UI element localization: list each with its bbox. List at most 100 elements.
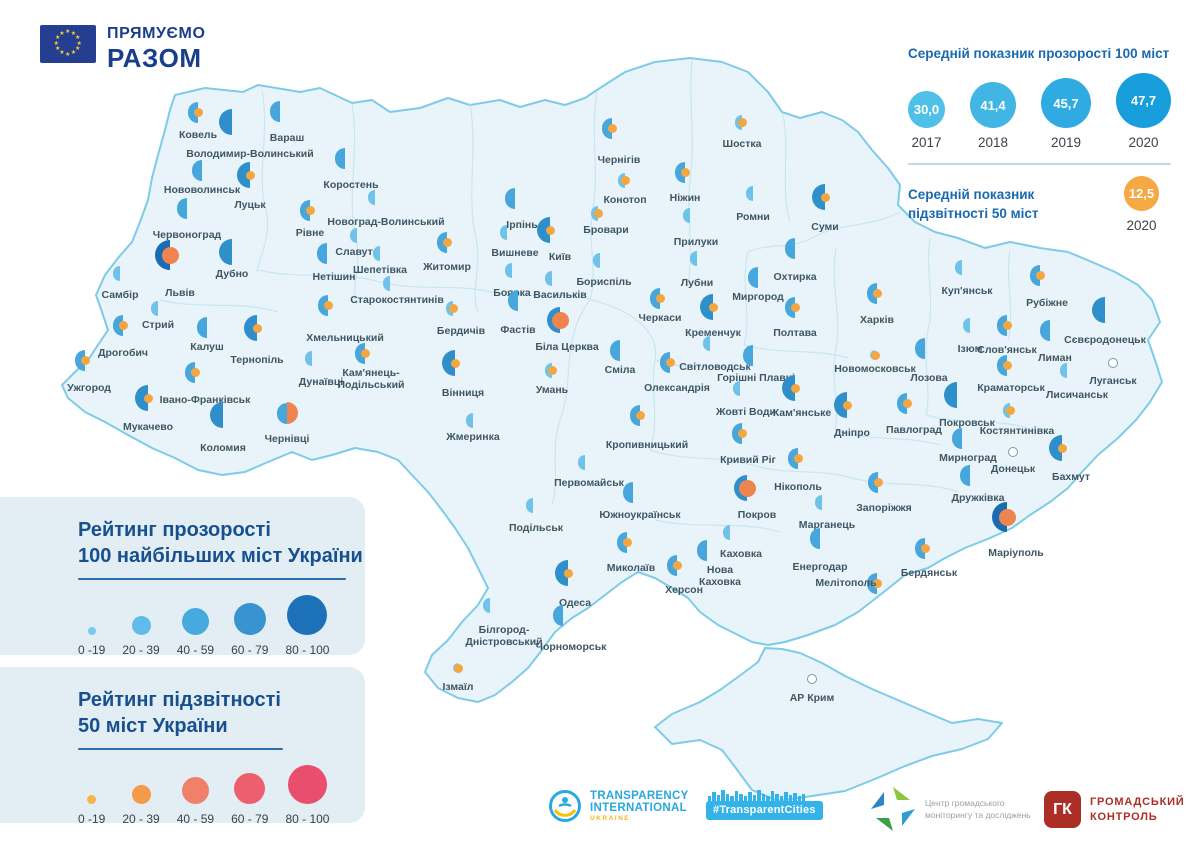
city-transparency-marker bbox=[316, 242, 327, 264]
eu-star-icon: ★ bbox=[74, 46, 81, 53]
legend-circle bbox=[131, 785, 151, 804]
city-label: Куп'янськ bbox=[941, 284, 993, 297]
city-label: Конотоп bbox=[603, 193, 647, 206]
city-label: Фастів bbox=[500, 323, 536, 336]
city-label: Подільськ bbox=[508, 521, 564, 534]
city-transparency-marker bbox=[504, 262, 512, 278]
city-transparency-marker bbox=[866, 282, 877, 304]
ti-globe-icon bbox=[549, 790, 581, 822]
city-label: Кам'янське bbox=[772, 407, 832, 419]
gk-icon: ГК bbox=[1044, 791, 1081, 828]
city-accountability-marker bbox=[360, 348, 370, 358]
accountability-legend-underline bbox=[78, 748, 283, 750]
legend-step: 0 -19 bbox=[78, 627, 105, 657]
average-score-circle: 47,7 bbox=[1116, 73, 1171, 128]
city-transparency-marker bbox=[666, 554, 677, 576]
city-label: Біла Церква bbox=[535, 341, 599, 353]
city-label: Ромни bbox=[736, 210, 770, 223]
city-label: Кривий Ріг bbox=[720, 453, 776, 466]
city-label: Бердичів bbox=[436, 324, 486, 337]
city-accountability-marker bbox=[547, 365, 557, 375]
average-score-circle: 30,0 bbox=[908, 91, 945, 128]
city-accountability-marker bbox=[635, 410, 645, 420]
city-accountability-marker bbox=[448, 303, 458, 313]
city-accountability-marker bbox=[737, 117, 747, 127]
year-label: 2019 bbox=[1050, 135, 1082, 150]
city-accountability-marker bbox=[245, 170, 255, 180]
city-accountability-marker bbox=[902, 398, 912, 408]
city-transparency-marker bbox=[112, 265, 120, 281]
legend-range-label: 80 - 100 bbox=[285, 812, 330, 826]
average-year-column: 30,0 2017 bbox=[908, 91, 945, 150]
legend-circle bbox=[287, 595, 328, 635]
city-transparency-marker bbox=[219, 239, 232, 265]
city-label: Луцьк bbox=[234, 199, 266, 211]
city-label: Запоріжжя bbox=[856, 501, 912, 514]
city-accountability-marker bbox=[708, 302, 718, 312]
average-year-column: 41,4 2018 bbox=[970, 82, 1016, 150]
year-label: 2017 bbox=[911, 135, 942, 150]
average-year-column: 45,7 2019 bbox=[1041, 78, 1091, 150]
city-label: Миргород bbox=[732, 290, 784, 303]
eu-star-icon: ★ bbox=[70, 50, 77, 57]
eu-star-icon: ★ bbox=[76, 40, 82, 47]
city-transparency-marker bbox=[210, 402, 223, 428]
city-accountability-marker bbox=[620, 175, 630, 185]
city-label: Мелітополь bbox=[815, 576, 877, 589]
legend-range-label: 40 - 59 bbox=[176, 812, 215, 826]
city-label: Прилуки bbox=[673, 235, 719, 248]
legend-step: 0 -19 bbox=[78, 795, 105, 826]
legend-step: 60 - 79 bbox=[231, 603, 268, 657]
city-transparency-marker bbox=[622, 481, 633, 503]
city-transparency-marker bbox=[674, 161, 685, 183]
city-label: Донецьк bbox=[990, 463, 1036, 475]
city-transparency-marker bbox=[944, 382, 957, 408]
city-label: Львів bbox=[165, 287, 195, 299]
city-accountability-marker bbox=[118, 320, 128, 330]
city-no-data-circle bbox=[1008, 447, 1018, 457]
crimea-outline bbox=[654, 647, 1003, 802]
city-transparency-marker bbox=[659, 351, 670, 373]
city-accountability-marker bbox=[672, 560, 682, 570]
average-score-circle: 41,4 bbox=[970, 82, 1016, 128]
city-transparency-marker bbox=[784, 237, 795, 259]
eu-star-icon: ★ bbox=[55, 34, 61, 41]
city-label: Сміла bbox=[604, 363, 636, 376]
legend-step: 40 - 59 bbox=[177, 777, 214, 826]
city-label: Вінниця bbox=[441, 387, 485, 399]
city-label: Стрий bbox=[141, 318, 175, 331]
city-transparency-marker bbox=[682, 207, 690, 223]
city-label: Кам'янець- Подільський bbox=[337, 366, 405, 391]
city-transparency-marker bbox=[184, 361, 195, 383]
legend-step: 40 - 59 bbox=[177, 608, 214, 657]
city-transparency-marker bbox=[722, 524, 730, 540]
city-transparency-marker bbox=[609, 339, 620, 361]
city-label: Чернігів bbox=[597, 153, 641, 166]
average-scores-panel: Середній показник прозорості 100 міст 30… bbox=[908, 46, 1171, 233]
city-label: Васильків bbox=[533, 288, 587, 301]
city-label: Харків bbox=[860, 313, 894, 326]
city-label: Южноукраїнськ bbox=[599, 508, 681, 521]
legend-circle bbox=[87, 795, 97, 804]
eu-star-icon: ★ bbox=[65, 52, 71, 58]
city-accountability-marker bbox=[737, 428, 747, 438]
legend-circle bbox=[233, 603, 266, 635]
ukraine-outline bbox=[61, 57, 1163, 703]
city-transparency-marker bbox=[349, 227, 357, 243]
city-accountability-marker bbox=[190, 367, 200, 377]
city-transparency-marker bbox=[465, 412, 473, 428]
city-accountability-marker bbox=[450, 358, 460, 368]
legend-step: 80 - 100 bbox=[285, 595, 329, 657]
ti-line3: UKRAINE bbox=[590, 815, 631, 823]
city-label: АР Крим bbox=[789, 692, 835, 704]
city-transparency-marker bbox=[74, 349, 85, 371]
accountability-legend-panel: Рейтинг підзвітності 50 міст України 0 -… bbox=[0, 667, 365, 826]
city-label: Сєвєродонецьк bbox=[1064, 334, 1146, 346]
city-accountability-marker bbox=[680, 167, 690, 177]
city-label: Червоноград bbox=[152, 228, 222, 241]
city-label: Енергодар bbox=[792, 560, 848, 573]
transparency-average-circles: 30,0 2017 41,4 2018 45,7 2019 47,7 2020 bbox=[908, 73, 1171, 150]
year-label: 2018 bbox=[977, 135, 1009, 150]
city-label: Володимир-Волинський bbox=[186, 148, 314, 160]
